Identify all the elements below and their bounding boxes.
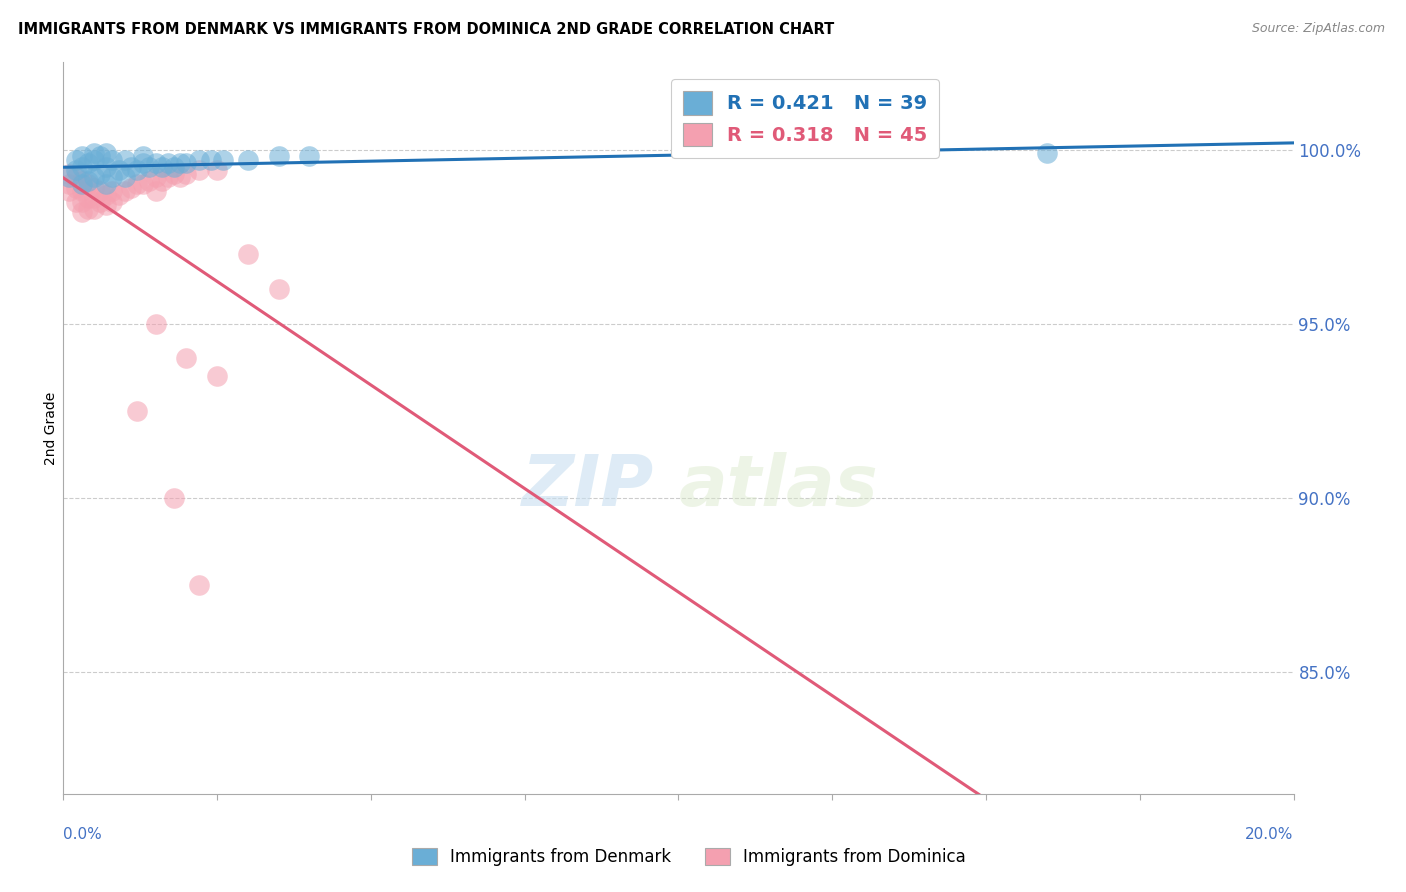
Point: [70, 194, 93, 209]
Point: [83, 146, 105, 161]
Point: [156, 170, 179, 185]
Point: [76, 178, 98, 192]
Point: [83, 191, 105, 205]
Point: [65, 194, 87, 209]
Point: [127, 178, 148, 192]
Point: [107, 187, 129, 202]
Point: [132, 156, 155, 170]
Point: [127, 163, 148, 178]
Point: [58, 178, 80, 192]
Point: [65, 163, 87, 178]
Point: [89, 167, 111, 181]
Point: [58, 170, 80, 185]
Point: [89, 184, 111, 198]
Point: [150, 174, 173, 188]
Point: [76, 156, 98, 170]
Point: [101, 194, 124, 209]
Text: 20.0%: 20.0%: [1246, 827, 1294, 842]
Point: [120, 181, 142, 195]
Point: [174, 156, 197, 170]
Point: [76, 174, 98, 188]
Legend: R = 0.421   N = 39, R = 0.318   N = 45: R = 0.421 N = 39, R = 0.318 N = 45: [671, 79, 939, 158]
Point: [89, 194, 111, 209]
Point: [267, 149, 290, 163]
Point: [163, 167, 186, 181]
Point: [174, 351, 197, 366]
Point: [174, 167, 197, 181]
Point: [1036, 146, 1059, 161]
Text: Source: ZipAtlas.com: Source: ZipAtlas.com: [1251, 22, 1385, 36]
Text: ZIP: ZIP: [522, 452, 654, 521]
Y-axis label: 2nd Grade: 2nd Grade: [44, 392, 58, 465]
Point: [70, 149, 93, 163]
Point: [150, 160, 173, 174]
Point: [101, 184, 124, 198]
Point: [163, 160, 186, 174]
Text: atlas: atlas: [678, 452, 879, 521]
Point: [83, 181, 105, 195]
Point: [70, 160, 93, 174]
Point: [187, 578, 209, 592]
Point: [65, 170, 87, 185]
Legend: Immigrants from Denmark, Immigrants from Dominica: Immigrants from Denmark, Immigrants from…: [405, 841, 973, 873]
Point: [83, 153, 105, 167]
Point: [236, 247, 259, 261]
Point: [96, 146, 118, 161]
Point: [145, 156, 167, 170]
Point: [101, 153, 124, 167]
Point: [205, 368, 228, 383]
Text: IMMIGRANTS FROM DENMARK VS IMMIGRANTS FROM DOMINICA 2ND GRADE CORRELATION CHART: IMMIGRANTS FROM DENMARK VS IMMIGRANTS FR…: [18, 22, 835, 37]
Point: [76, 202, 98, 216]
Point: [127, 403, 148, 417]
Point: [236, 153, 259, 167]
Point: [145, 184, 167, 198]
Point: [101, 170, 124, 185]
Point: [187, 163, 209, 178]
Point: [96, 160, 118, 174]
Point: [156, 156, 179, 170]
Point: [298, 149, 321, 163]
Point: [58, 184, 80, 198]
Point: [89, 149, 111, 163]
Point: [132, 178, 155, 192]
Point: [163, 491, 186, 505]
Point: [169, 156, 191, 170]
Point: [138, 174, 160, 188]
Point: [76, 191, 98, 205]
Point: [145, 317, 167, 331]
Point: [65, 153, 87, 167]
Point: [70, 174, 93, 188]
Point: [96, 187, 118, 202]
Point: [83, 202, 105, 216]
Point: [120, 160, 142, 174]
Point: [96, 198, 118, 212]
Point: [138, 160, 160, 174]
Point: [114, 184, 136, 198]
Point: [70, 184, 93, 198]
Point: [65, 181, 87, 195]
Point: [96, 178, 118, 192]
Point: [83, 170, 105, 185]
Point: [212, 153, 235, 167]
Point: [114, 170, 136, 185]
Point: [70, 178, 93, 192]
Point: [145, 170, 167, 185]
Point: [187, 153, 209, 167]
Point: [169, 170, 191, 185]
Point: [205, 163, 228, 178]
Point: [70, 205, 93, 219]
Point: [267, 282, 290, 296]
Point: [132, 149, 155, 163]
Text: 0.0%: 0.0%: [63, 827, 103, 842]
Point: [58, 167, 80, 181]
Point: [107, 163, 129, 178]
Point: [114, 153, 136, 167]
Point: [200, 153, 222, 167]
